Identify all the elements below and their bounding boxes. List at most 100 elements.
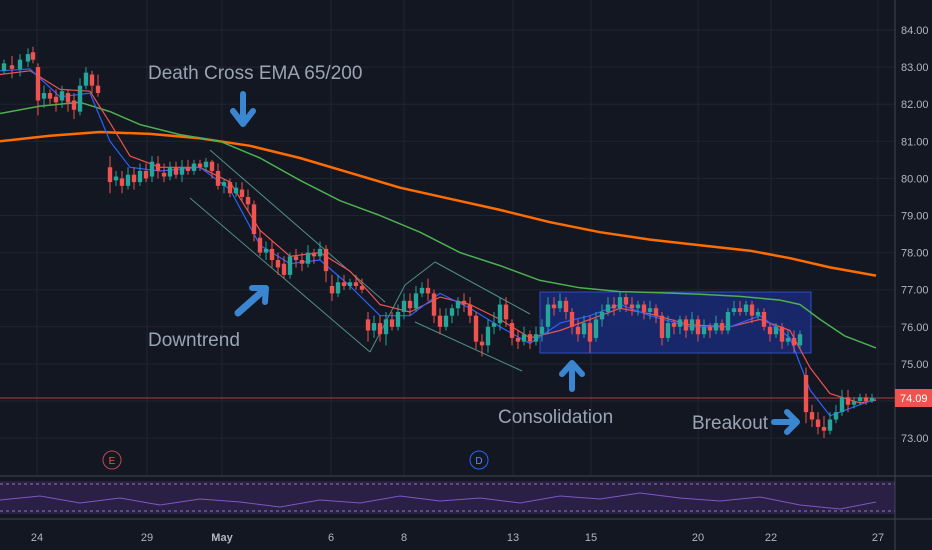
candle bbox=[143, 163, 149, 183]
candle-body bbox=[251, 204, 257, 235]
candle bbox=[761, 308, 767, 331]
price-tick-label: 75.00 bbox=[901, 359, 929, 371]
candle bbox=[827, 412, 833, 435]
candle bbox=[25, 48, 31, 68]
candle bbox=[587, 315, 593, 353]
candle bbox=[149, 156, 155, 183]
candle-body bbox=[281, 263, 287, 275]
annotation-downtrend: Downtrend bbox=[148, 330, 240, 351]
candle bbox=[659, 311, 665, 346]
candle-body bbox=[389, 319, 395, 327]
candle bbox=[377, 315, 383, 342]
candle bbox=[785, 330, 791, 346]
candle-body bbox=[551, 304, 557, 309]
event-marker-dividend[interactable]: D bbox=[469, 450, 489, 470]
candle-body bbox=[809, 412, 815, 420]
candle bbox=[299, 252, 305, 272]
candle-body bbox=[149, 161, 155, 177]
candle bbox=[413, 285, 419, 312]
event-marker-earnings[interactable]: E bbox=[102, 450, 122, 470]
candle bbox=[83, 67, 89, 90]
candle-body bbox=[197, 163, 203, 168]
candle bbox=[869, 393, 875, 403]
candle-body bbox=[365, 319, 371, 331]
candle-body bbox=[71, 100, 77, 110]
candle-body bbox=[701, 326, 707, 335]
candle bbox=[635, 300, 641, 316]
candle-body bbox=[473, 315, 479, 342]
candle bbox=[545, 297, 551, 335]
candle-body bbox=[287, 256, 293, 275]
candle-body bbox=[425, 287, 431, 294]
candle bbox=[533, 326, 539, 346]
candle bbox=[755, 308, 761, 320]
candle-body bbox=[725, 311, 731, 331]
oscillator-pane bbox=[0, 481, 895, 514]
candle-body bbox=[845, 397, 851, 405]
candle bbox=[527, 330, 533, 350]
candle-body bbox=[749, 304, 755, 316]
price-tick-label: 83.00 bbox=[901, 62, 929, 74]
candle bbox=[857, 393, 863, 405]
candle bbox=[41, 85, 47, 108]
candle-body bbox=[293, 256, 299, 261]
candle-body bbox=[695, 319, 701, 335]
annotation-arrows bbox=[230, 91, 800, 435]
candle-body bbox=[773, 326, 779, 335]
candle bbox=[719, 319, 725, 335]
candle bbox=[725, 308, 731, 335]
time-tick-label: 22 bbox=[765, 532, 777, 544]
candle bbox=[329, 274, 335, 301]
candle-body bbox=[359, 285, 365, 290]
arrow-down-icon bbox=[230, 91, 256, 127]
candle-body bbox=[329, 285, 335, 294]
candle bbox=[455, 297, 461, 316]
candle bbox=[539, 319, 545, 342]
candle bbox=[479, 334, 485, 357]
candle bbox=[269, 241, 275, 268]
candle-body bbox=[347, 282, 353, 286]
candle bbox=[563, 297, 569, 320]
candle-body bbox=[275, 260, 281, 268]
candle bbox=[809, 404, 815, 427]
candle-body bbox=[161, 172, 167, 177]
candle-body bbox=[869, 397, 875, 401]
channel-line bbox=[369, 284, 406, 353]
candle bbox=[119, 170, 125, 194]
candle-body bbox=[41, 93, 47, 99]
candle-body bbox=[245, 196, 251, 205]
candle bbox=[647, 300, 653, 320]
price-tick-label: 81.00 bbox=[901, 136, 929, 148]
candle bbox=[293, 248, 299, 268]
candle-body bbox=[131, 174, 137, 183]
candle-body bbox=[395, 311, 401, 327]
candle bbox=[161, 163, 167, 183]
candle-body bbox=[341, 282, 347, 286]
candle-body bbox=[167, 167, 173, 177]
candle-body bbox=[1, 63, 7, 71]
candle-body bbox=[119, 178, 125, 186]
price-tick-label: 76.00 bbox=[901, 322, 929, 334]
price-axis[interactable]: 84.00 83.00 82.00 81.00 80.00 79.00 78.00 77.00… bbox=[901, 25, 929, 445]
candle bbox=[9, 55, 15, 79]
candle bbox=[557, 293, 563, 312]
candle-body bbox=[155, 163, 161, 171]
candle bbox=[713, 315, 719, 335]
candle-body bbox=[629, 304, 635, 309]
candle bbox=[641, 300, 647, 320]
candle bbox=[167, 161, 173, 181]
candle bbox=[839, 389, 845, 416]
time-axis[interactable]: 24 29 May 6 8 13 15 20 22 27 bbox=[31, 532, 884, 544]
candle-body bbox=[191, 163, 197, 171]
grid bbox=[0, 0, 895, 476]
candle-body bbox=[659, 315, 665, 338]
candle-body bbox=[719, 323, 725, 331]
candle-body bbox=[653, 308, 659, 316]
candle-body bbox=[125, 174, 131, 186]
candle-body bbox=[209, 161, 215, 171]
candle bbox=[89, 70, 95, 94]
candle-body bbox=[311, 252, 317, 257]
candle-body bbox=[563, 300, 569, 312]
candle-body bbox=[839, 397, 845, 413]
